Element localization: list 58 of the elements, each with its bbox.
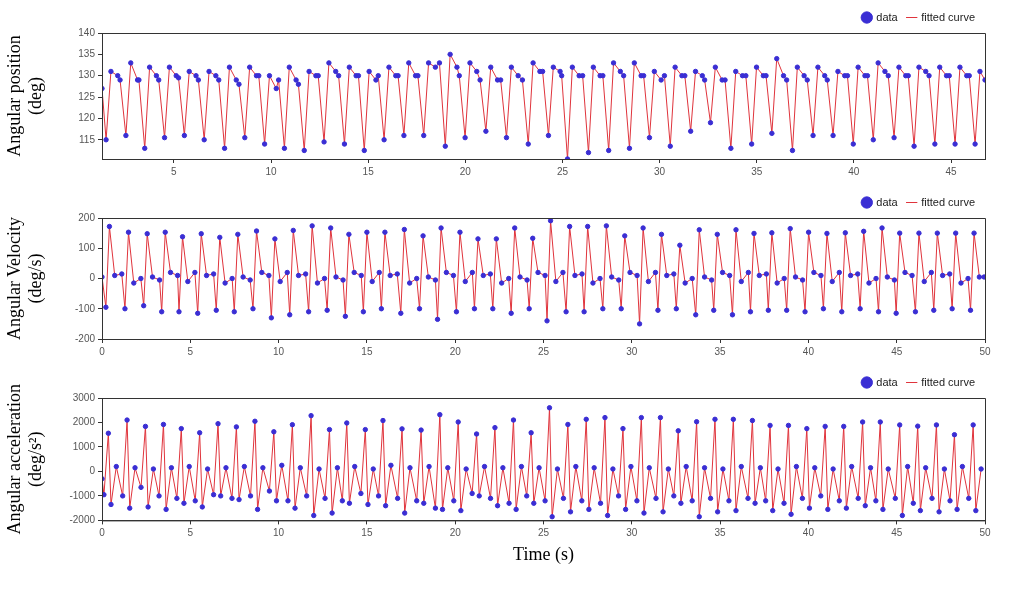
x-tick-label: 40 [802, 527, 815, 539]
x-axis-title: Time (s) [513, 543, 574, 565]
x-tick-label: 0 [99, 527, 106, 539]
x-tick-label: 35 [751, 165, 763, 177]
y-tick-label: 100 [78, 242, 96, 253]
x-tick-label: 30 [654, 165, 666, 177]
y-tick-label: -200 [74, 332, 96, 344]
x-tick-label: 25 [537, 527, 550, 539]
x-tick-label: 15 [362, 165, 375, 177]
y-tick-label: 0 [89, 272, 96, 284]
x-tick-label: 30 [626, 345, 638, 357]
x-tick-label: 50 [979, 527, 991, 539]
y-tick-label: 1000 [72, 440, 96, 452]
x-tick-label: 40 [848, 165, 860, 177]
x-tick-label: 45 [891, 527, 903, 539]
legend-label: data [876, 10, 899, 23]
x-tick-label: 5 [187, 345, 194, 357]
x-tick-label: 0 [99, 345, 106, 357]
legend-label: data [876, 195, 899, 208]
x-tick-label: 20 [459, 165, 472, 177]
legend-label: fitted curve [921, 195, 976, 208]
x-tick-label: 15 [361, 527, 373, 539]
x-tick-label: 5 [187, 527, 194, 539]
x-tick-label: 50 [979, 345, 991, 357]
x-tick-label: 10 [273, 527, 285, 539]
y-tick-label: 135 [78, 48, 96, 60]
y-tick-label: 200 [78, 211, 96, 223]
y-axis-title: Angular acceleration (deg/s²) [3, 383, 47, 535]
y-tick-label: 140 [78, 26, 96, 38]
y-tick-label: 2000 [72, 416, 96, 428]
y-axis-title: Angular position (deg) [3, 35, 47, 157]
y-tick-label: 125 [78, 90, 96, 102]
x-tick-label: 20 [449, 345, 462, 357]
legend-label: fitted curve [921, 375, 976, 388]
x-tick-label: 20 [449, 527, 462, 539]
y-tick-label: 3000 [72, 391, 96, 403]
y-tick-label: 130 [78, 69, 96, 81]
legend-label: fitted curve [921, 10, 976, 23]
x-tick-label: 45 [945, 165, 957, 177]
y-axis-title: Angular Velocity (deg/s) [3, 216, 47, 341]
y-tick-label: -100 [74, 302, 96, 314]
x-tick-label: 40 [802, 345, 815, 357]
y-tick-label: 115 [79, 133, 96, 145]
legend-label: data [876, 375, 899, 388]
x-tick-label: 25 [556, 165, 569, 177]
x-tick-label: 45 [891, 345, 903, 357]
y-tick-label: -2000 [69, 514, 96, 526]
x-tick-label: 25 [537, 345, 550, 357]
x-tick-label: 35 [714, 527, 727, 539]
y-tick-label: 0 [89, 465, 96, 477]
y-tick-label: -1000 [69, 489, 96, 501]
x-tick-label: 15 [361, 345, 373, 357]
x-tick-label: 10 [273, 345, 285, 357]
x-tick-label: 30 [626, 527, 638, 539]
x-tick-label: 35 [714, 345, 727, 357]
x-tick-label: 10 [265, 165, 278, 177]
y-tick-label: 120 [78, 112, 96, 124]
x-tick-label: 5 [171, 165, 178, 177]
